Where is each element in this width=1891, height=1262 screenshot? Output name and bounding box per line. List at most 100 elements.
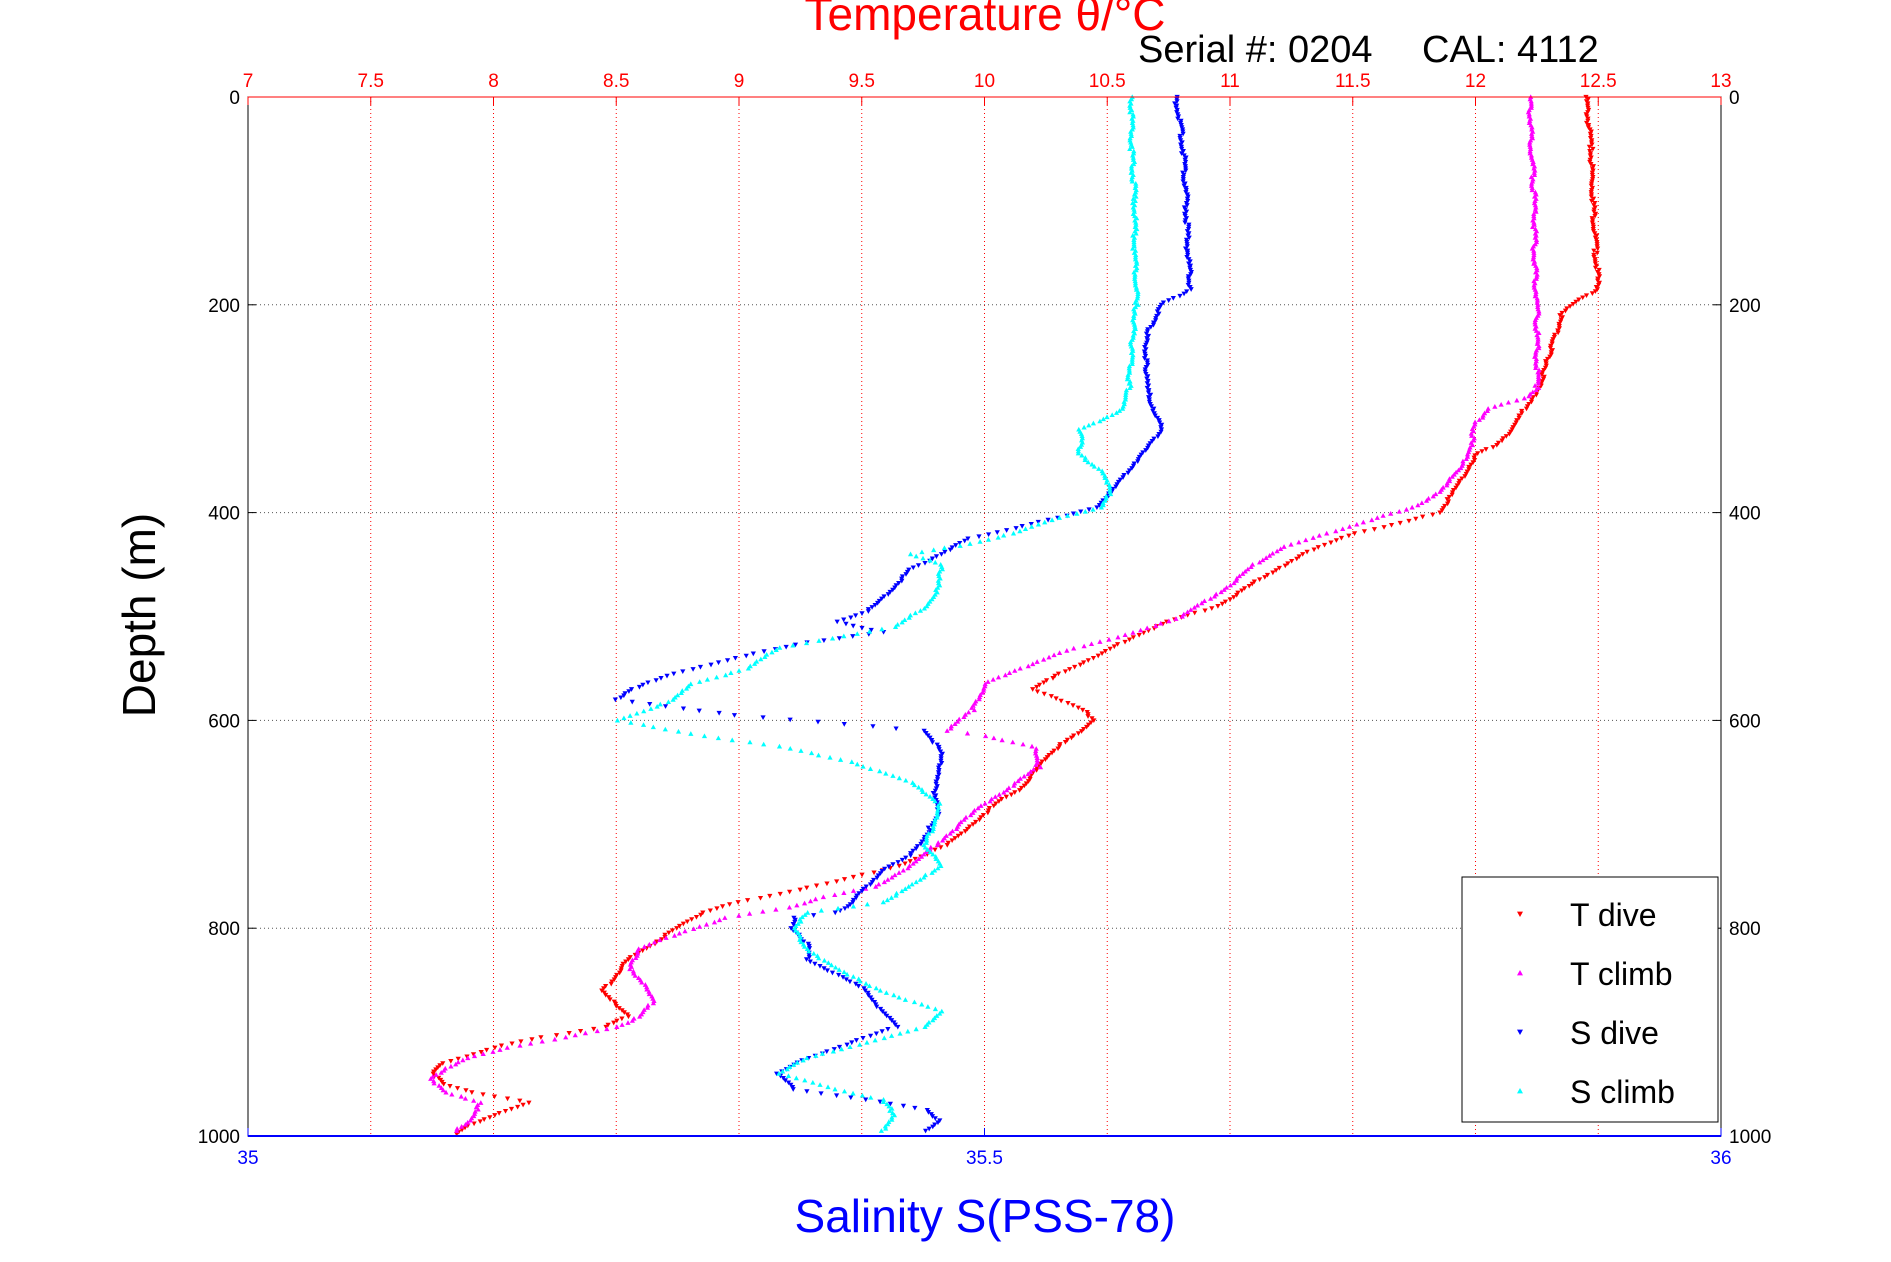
legend-marker <box>1517 1088 1523 1094</box>
data-point <box>920 789 926 795</box>
data-point <box>448 1063 454 1069</box>
data-point <box>480 1092 486 1098</box>
data-point <box>962 538 968 544</box>
data-point <box>860 763 866 769</box>
data-point <box>471 1121 477 1127</box>
data-point <box>1041 656 1047 662</box>
data-point <box>1062 669 1069 675</box>
data-point <box>824 881 830 887</box>
data-point <box>1136 632 1142 638</box>
data-point <box>820 894 826 900</box>
data-point <box>967 541 973 546</box>
data-point <box>1178 151 1185 156</box>
data-point <box>727 902 733 907</box>
data-point <box>906 615 912 620</box>
data-point <box>629 1018 636 1023</box>
data-point <box>871 870 877 876</box>
data-point <box>999 737 1005 743</box>
data-point <box>1051 652 1057 658</box>
data-point <box>1437 510 1443 516</box>
data-point <box>939 566 946 572</box>
legend-label: S dive <box>1570 1015 1659 1051</box>
data-point <box>976 694 983 700</box>
data-point <box>1184 289 1190 295</box>
data-point <box>715 735 721 741</box>
data-point <box>1048 694 1054 699</box>
data-point <box>719 904 726 909</box>
data-point <box>981 685 987 691</box>
data-point <box>979 690 986 695</box>
data-point <box>958 831 964 837</box>
data-point <box>1131 237 1137 242</box>
data-point <box>671 671 677 677</box>
data-point <box>746 911 753 916</box>
data-point <box>539 1038 545 1044</box>
data-point <box>1113 484 1119 490</box>
data-point <box>676 923 683 929</box>
data-point <box>454 1128 460 1133</box>
data-point <box>1527 118 1533 123</box>
data-point <box>515 1104 521 1110</box>
data-point <box>1469 442 1476 448</box>
data-point <box>962 829 968 834</box>
data-point <box>1133 267 1139 273</box>
data-point <box>841 1088 848 1094</box>
data-point <box>824 1049 830 1054</box>
data-point <box>1586 144 1593 150</box>
data-point <box>1017 788 1023 793</box>
data-point <box>757 895 764 901</box>
data-point <box>895 621 901 627</box>
data-point <box>961 817 967 822</box>
data-point <box>978 803 984 808</box>
data-point <box>625 957 632 962</box>
data-point <box>850 634 856 639</box>
data-point <box>1311 547 1317 553</box>
data-point <box>443 1089 449 1095</box>
data-point <box>935 1120 941 1126</box>
data-point <box>906 884 912 889</box>
data-point <box>971 707 977 713</box>
data-point <box>832 1086 838 1092</box>
data-point <box>707 908 713 914</box>
data-point <box>1103 493 1109 499</box>
data-point <box>1019 524 1025 529</box>
data-point <box>616 1006 622 1011</box>
data-point <box>1128 129 1134 134</box>
data-point <box>1134 258 1140 264</box>
data-point <box>1107 486 1113 492</box>
data-point <box>1223 584 1230 590</box>
data-point <box>1567 304 1573 309</box>
data-point <box>849 759 855 765</box>
data-point <box>836 636 842 641</box>
data-point <box>528 1040 534 1046</box>
data-point <box>671 933 678 938</box>
data-point <box>701 733 708 739</box>
data-point <box>1131 321 1138 327</box>
data-point <box>641 944 648 949</box>
data-point <box>793 927 799 933</box>
data-point <box>1420 514 1426 520</box>
data-point <box>1351 531 1358 536</box>
data-point <box>1535 336 1541 342</box>
data-point <box>811 913 817 918</box>
data-point <box>629 699 635 705</box>
data-point <box>896 994 902 1000</box>
data-point <box>817 963 823 969</box>
data-point <box>985 537 992 542</box>
data-point <box>1270 570 1276 576</box>
data-point <box>933 554 940 559</box>
data-point <box>841 969 847 975</box>
data-point <box>866 983 873 989</box>
depth-tick-label-left: 200 <box>208 296 240 317</box>
data-point <box>1184 609 1191 615</box>
data-point <box>1236 573 1243 579</box>
data-point <box>835 905 841 911</box>
data-point <box>1245 566 1251 572</box>
data-point <box>674 926 680 931</box>
data-point <box>990 676 996 682</box>
data-point <box>1141 356 1148 361</box>
series-t-dive <box>430 94 1603 1137</box>
data-point <box>848 1095 854 1101</box>
data-point <box>1588 162 1594 167</box>
data-point <box>1130 118 1136 123</box>
